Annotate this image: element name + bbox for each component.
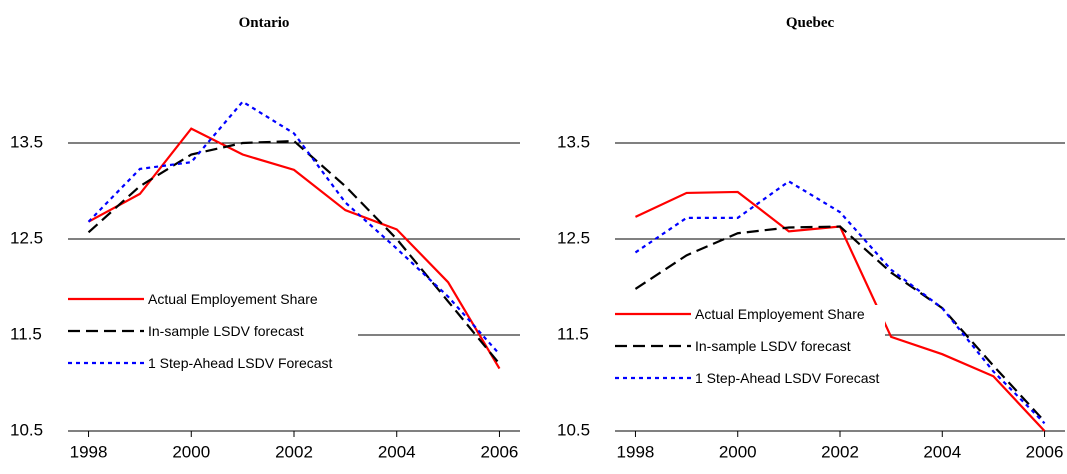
- legend-entry: In-sample LSDV forecast: [615, 337, 885, 355]
- series-line: [88, 127, 501, 370]
- y-tick-label: 11.5: [557, 324, 589, 343]
- x-tick-label: 2006: [481, 442, 519, 461]
- chart-title: Quebec: [786, 15, 835, 31]
- series-line: [634, 180, 1046, 425]
- x-tick-label: 1998: [617, 442, 655, 461]
- y-tick-label: 10.5: [557, 420, 590, 439]
- x-tick-label: 2004: [378, 442, 416, 461]
- x-tick-label: 2002: [275, 442, 313, 461]
- x-tick-label: 2000: [719, 442, 757, 461]
- legend-entry: Actual Employement Share: [68, 290, 358, 308]
- legend-entry: Actual Employement Share: [615, 305, 885, 323]
- legend-entry: 1 Step-Ahead LSDV Forecast: [68, 354, 358, 372]
- y-tick-label: 11.5: [10, 324, 42, 343]
- y-tick-label: 13.5: [10, 132, 43, 151]
- legend: Actual Employement Share In-sample LSDV f…: [615, 305, 885, 401]
- legend-label: In-sample LSDV forecast: [148, 323, 304, 339]
- legend-swatch: [68, 297, 144, 301]
- y-tick-label: 13.5: [557, 132, 590, 151]
- legend-swatch: [615, 344, 691, 348]
- series-line: [87, 100, 501, 355]
- x-tick-label: 2002: [821, 442, 859, 461]
- y-tick-label: 10.5: [10, 420, 43, 439]
- legend-label: In-sample LSDV forecast: [695, 338, 851, 354]
- y-tick-label: 12.5: [10, 228, 43, 247]
- y-tick-label: 12.5: [557, 228, 590, 247]
- legend-label: Actual Employement Share: [148, 291, 318, 307]
- x-tick-label: 1998: [70, 442, 108, 461]
- x-tick-label: 2006: [1026, 442, 1064, 461]
- legend-swatch: [615, 312, 691, 316]
- legend: Actual Employement Share In-sample LSDV f…: [68, 290, 358, 386]
- series-line: [634, 225, 1046, 423]
- legend-swatch: [615, 376, 691, 380]
- legend-swatch: [68, 361, 144, 365]
- legend-label: Actual Employement Share: [695, 306, 865, 322]
- legend-label: 1 Step-Ahead LSDV Forecast: [695, 370, 880, 386]
- legend-entry: 1 Step-Ahead LSDV Forecast: [615, 369, 885, 387]
- x-tick-label: 2004: [923, 442, 961, 461]
- legend-entry: In-sample LSDV forecast: [68, 322, 358, 340]
- chart-title: Ontario: [239, 15, 290, 31]
- x-tick-label: 2000: [172, 442, 210, 461]
- legend-swatch: [68, 329, 144, 333]
- legend-label: 1 Step-Ahead LSDV Forecast: [148, 355, 333, 371]
